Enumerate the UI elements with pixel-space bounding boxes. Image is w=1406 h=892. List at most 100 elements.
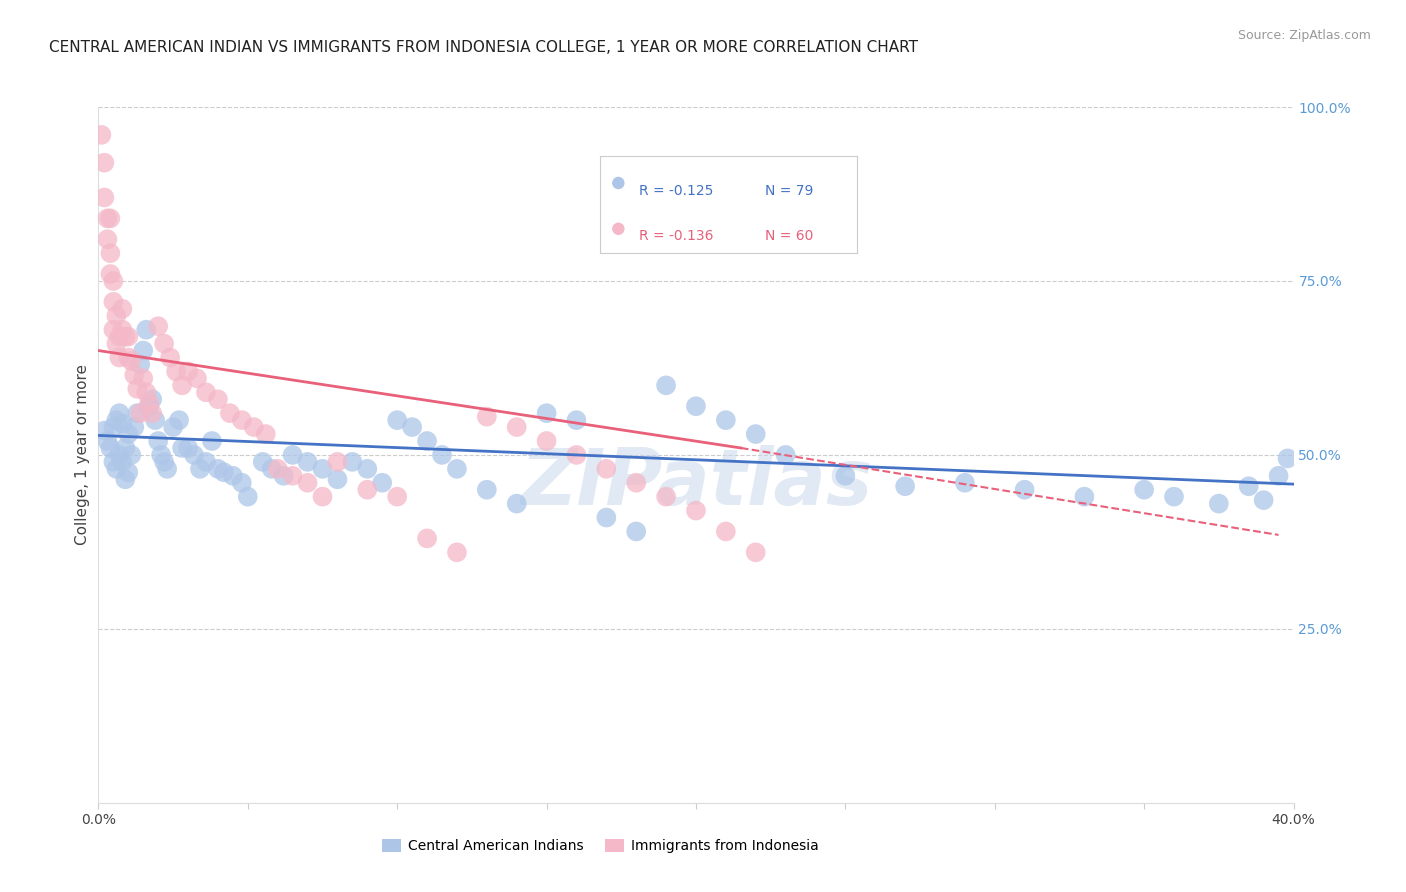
Y-axis label: College, 1 year or more: College, 1 year or more xyxy=(75,365,90,545)
Point xyxy=(1237,479,1260,493)
Point xyxy=(953,475,976,490)
Point xyxy=(186,371,208,385)
Point xyxy=(595,510,617,524)
Point xyxy=(311,490,333,504)
Point xyxy=(834,468,856,483)
Point xyxy=(153,455,176,469)
Point xyxy=(475,409,498,424)
Point xyxy=(96,434,118,448)
Point xyxy=(222,468,245,483)
Point xyxy=(685,503,707,517)
Point xyxy=(1133,483,1156,497)
Point xyxy=(103,420,125,434)
Point xyxy=(685,399,707,413)
Point xyxy=(195,455,218,469)
Point xyxy=(446,545,468,559)
Point xyxy=(132,371,155,385)
Point xyxy=(111,323,134,337)
Point xyxy=(156,462,179,476)
Point xyxy=(745,427,768,442)
Point xyxy=(98,211,122,226)
Point xyxy=(143,413,166,427)
Point xyxy=(207,392,229,407)
Point xyxy=(506,497,529,511)
Point xyxy=(153,336,176,351)
Point xyxy=(775,448,797,462)
Point xyxy=(138,399,160,413)
Point xyxy=(1163,490,1185,504)
Point xyxy=(267,462,290,476)
Point xyxy=(273,468,295,483)
Point xyxy=(117,351,139,365)
Point xyxy=(120,354,142,368)
Point xyxy=(114,472,136,486)
Point xyxy=(177,364,200,378)
Point xyxy=(565,413,588,427)
Point xyxy=(129,358,152,372)
Point xyxy=(120,448,142,462)
Point xyxy=(536,434,558,448)
Point xyxy=(252,455,274,469)
Point xyxy=(626,475,648,490)
Point xyxy=(894,479,917,493)
Point xyxy=(159,351,181,365)
Point xyxy=(446,462,468,476)
Point xyxy=(655,490,678,504)
Point xyxy=(714,413,737,427)
Point xyxy=(536,406,558,420)
Point xyxy=(297,475,319,490)
Point xyxy=(124,368,146,382)
Point xyxy=(117,427,139,442)
Point xyxy=(111,455,134,469)
Point xyxy=(195,385,218,400)
Point xyxy=(103,294,125,309)
Point xyxy=(165,364,187,378)
Point xyxy=(98,246,122,260)
Point xyxy=(96,211,118,226)
Point xyxy=(714,524,737,539)
Point xyxy=(90,128,112,142)
Text: CENTRAL AMERICAN INDIAN VS IMMIGRANTS FROM INDONESIA COLLEGE, 1 YEAR OR MORE COR: CENTRAL AMERICAN INDIAN VS IMMIGRANTS FR… xyxy=(49,40,918,55)
Point xyxy=(108,351,131,365)
Point xyxy=(201,434,224,448)
Point xyxy=(93,424,115,438)
Point xyxy=(236,490,259,504)
Point xyxy=(132,343,155,358)
Point xyxy=(243,420,266,434)
Point xyxy=(401,420,423,434)
Point xyxy=(135,323,157,337)
Point xyxy=(141,392,163,407)
Point xyxy=(1277,451,1299,466)
Point xyxy=(108,406,131,420)
Point xyxy=(311,462,333,476)
Point xyxy=(150,448,173,462)
Point xyxy=(297,455,319,469)
Point xyxy=(356,462,378,476)
Point xyxy=(385,490,409,504)
Point xyxy=(105,336,128,351)
Point xyxy=(135,385,157,400)
Legend: Central American Indians, Immigrants from Indonesia: Central American Indians, Immigrants fro… xyxy=(377,833,824,858)
Point xyxy=(183,448,205,462)
Point xyxy=(96,232,118,246)
Point xyxy=(188,462,211,476)
Point xyxy=(108,329,131,343)
Text: ZIPatlas: ZIPatlas xyxy=(520,445,872,521)
Point xyxy=(231,413,253,427)
Point xyxy=(475,483,498,497)
Point xyxy=(416,532,439,546)
Point xyxy=(93,190,115,204)
Point xyxy=(172,378,194,392)
Point xyxy=(177,441,200,455)
Point xyxy=(98,267,122,281)
Point xyxy=(103,455,125,469)
Point xyxy=(207,462,229,476)
Point xyxy=(281,468,304,483)
Point xyxy=(103,274,125,288)
Point xyxy=(105,413,128,427)
Point xyxy=(416,434,439,448)
Point xyxy=(326,472,349,486)
Point xyxy=(626,524,648,539)
Point xyxy=(129,406,152,420)
Point xyxy=(148,434,170,448)
